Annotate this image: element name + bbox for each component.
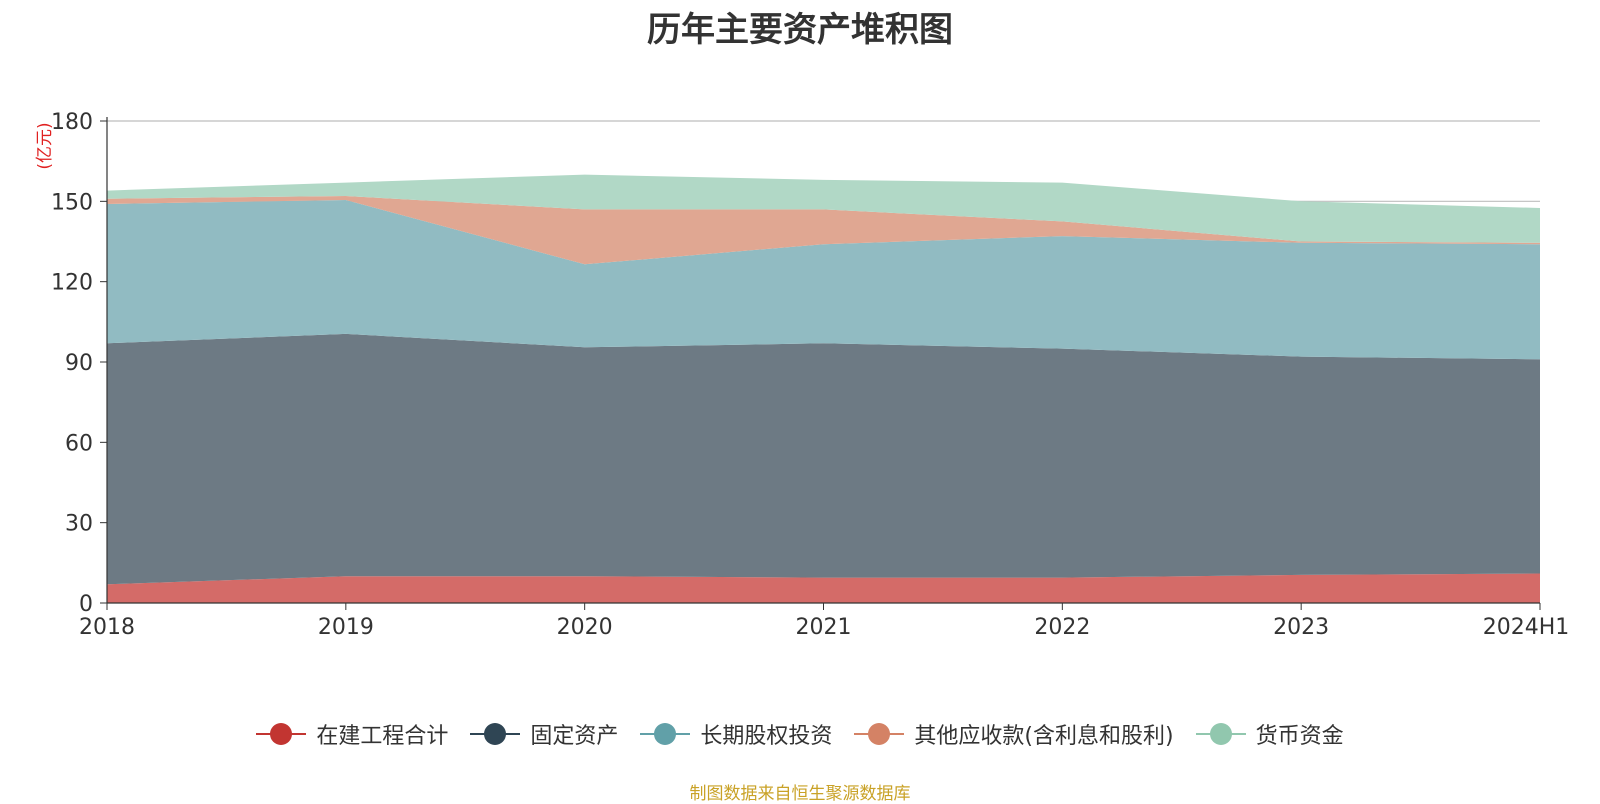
legend-item-5[interactable]: 货币资金 — [1195, 718, 1344, 750]
area-series-1 — [107, 573, 1540, 603]
y-tick-label: 120 — [51, 271, 93, 296]
data-source-footer: 制图数据来自恒生聚源数据库 — [689, 784, 911, 804]
area-series-5 — [107, 174, 1540, 243]
legend-item-1[interactable]: 在建工程合计 — [256, 718, 448, 750]
y-tick-label: 150 — [51, 190, 93, 215]
y-axis-unit-label: (亿元) — [35, 122, 55, 169]
y-tick-label: 180 — [51, 110, 93, 135]
y-tick-label: 90 — [65, 351, 93, 376]
legend: 在建工程合计 固定资产 长期股权投资 其他应收款(含利息和股利) 货币资金 — [0, 718, 1600, 750]
chart-title: 历年主要资产堆积图 — [647, 10, 953, 50]
x-tick-label: 2019 — [318, 615, 374, 640]
legend-marker-icon — [640, 722, 691, 746]
area-series-2 — [107, 333, 1540, 585]
x-tick-label: 2021 — [796, 615, 852, 640]
legend-marker-icon — [470, 722, 521, 746]
legend-marker-icon — [854, 722, 905, 746]
legend-label: 货币资金 — [1255, 724, 1344, 749]
axis-layer: 0 30 60 90 120 150 180 2018 2019 2020 2021 2022 2023… — [51, 110, 1569, 640]
area-series-3 — [107, 200, 1540, 360]
legend-item-3[interactable]: 长期股权投资 — [640, 718, 832, 750]
area-layer — [107, 174, 1540, 603]
x-tick-label: 2024H1 — [1483, 615, 1570, 640]
legend-label: 长期股权投资 — [700, 724, 833, 749]
legend-item-2[interactable]: 固定资产 — [470, 718, 618, 750]
legend-label: 其他应收款(含利息和股利) — [914, 724, 1174, 749]
legend-marker-icon — [256, 722, 307, 746]
legend-marker-icon — [1195, 722, 1246, 746]
x-tick-label: 2020 — [557, 615, 613, 640]
x-tick-label: 2023 — [1273, 615, 1329, 640]
y-tick-label: 30 — [65, 512, 93, 537]
legend-item-4[interactable]: 其他应收款(含利息和股利) — [854, 718, 1174, 750]
legend-label: 固定资产 — [530, 724, 619, 749]
y-tick-label: 0 — [79, 592, 93, 617]
y-tick-label: 60 — [65, 431, 93, 456]
legend-label: 在建工程合计 — [316, 724, 449, 749]
x-tick-label: 2018 — [79, 615, 135, 640]
area-series-4 — [107, 196, 1540, 265]
x-tick-label: 2022 — [1034, 615, 1090, 640]
